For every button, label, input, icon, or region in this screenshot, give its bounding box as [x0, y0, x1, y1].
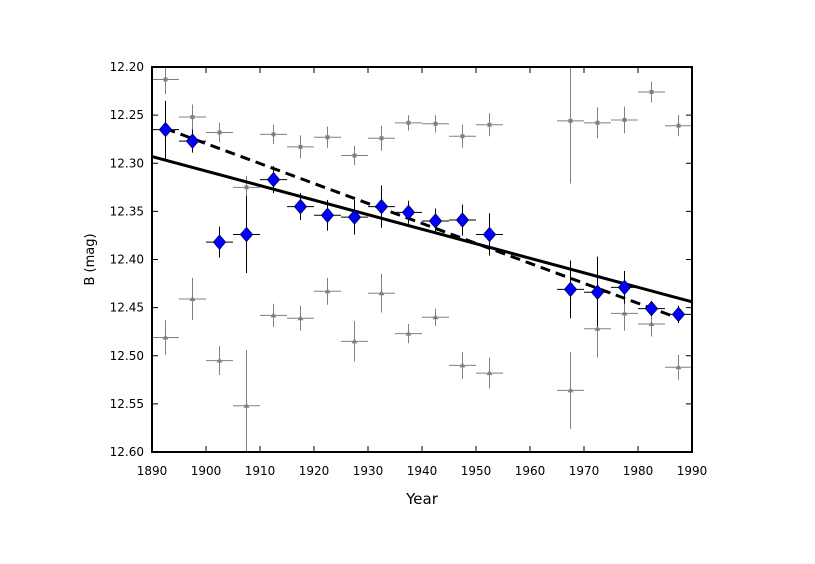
comparison-upper-point — [595, 120, 600, 125]
comparison-lower-point — [567, 387, 574, 393]
comparison-lower-point — [243, 402, 250, 408]
comparison-lower-point — [297, 315, 304, 321]
comparison-upper-point — [271, 132, 276, 137]
comparison-upper-point — [433, 121, 438, 126]
comparison-lower-point — [324, 288, 331, 294]
x-tick-label: 1910 — [245, 464, 276, 478]
comparison-lower-point — [648, 320, 655, 326]
target-star-point — [428, 213, 443, 229]
comparison-lower-point — [675, 364, 682, 370]
target-star-point — [563, 281, 578, 298]
x-tick-label: 1890 — [137, 464, 168, 478]
comparison-lower-point — [621, 310, 628, 316]
x-tick-label: 1930 — [353, 464, 384, 478]
comparison-lower-point — [594, 325, 601, 331]
comparison-upper-point — [352, 153, 357, 158]
plot-area-frame — [151, 66, 693, 453]
comparison-upper-point — [217, 130, 222, 135]
x-tick-label: 1990 — [677, 464, 708, 478]
x-tick-label: 1980 — [623, 464, 654, 478]
x-tick-label: 1920 — [299, 464, 330, 478]
comparison-upper-point — [649, 90, 654, 95]
target-star-point — [455, 212, 470, 228]
error-bars-layer — [152, 67, 692, 452]
comparison-upper-point — [298, 144, 303, 149]
y-tick-label: 12.20 — [110, 60, 144, 74]
comparison-lower-point — [486, 370, 493, 376]
comparison-upper-point — [487, 122, 492, 127]
comparison-lower-point — [378, 290, 385, 296]
y-tick-label: 12.25 — [110, 108, 144, 122]
target-star-point — [266, 171, 281, 188]
target-star-point — [293, 198, 308, 215]
y-tick-label: 12.55 — [110, 397, 144, 411]
y-axis-title: B (mag) — [83, 233, 98, 285]
comparison-upper-point — [379, 136, 384, 141]
target-star-point — [482, 226, 497, 243]
target-star-point — [401, 204, 416, 221]
target-star-point — [239, 226, 254, 243]
target-star-point — [590, 284, 605, 300]
comparison-lower-point — [216, 357, 223, 363]
comparison-lower-point — [459, 362, 466, 368]
y-tick-label: 12.35 — [110, 204, 144, 218]
comparison-lower-point — [270, 312, 277, 318]
comparison-upper-point — [190, 115, 195, 120]
target-star-point — [644, 300, 659, 317]
target-star-point — [158, 121, 173, 138]
comparison-upper-point — [622, 117, 627, 122]
fit-line-solid — [151, 155, 693, 304]
comparison-lower-point — [351, 338, 358, 344]
comparison-upper-point — [163, 77, 168, 82]
y-tick-label: 12.45 — [110, 301, 144, 315]
target-star-point — [671, 306, 686, 323]
markers-layer — [158, 77, 686, 408]
x-tick-label: 1970 — [569, 464, 600, 478]
comparison-lower-point — [405, 330, 412, 336]
x-tick-label: 1960 — [515, 464, 546, 478]
comparison-upper-point — [568, 118, 573, 123]
target-star-point — [320, 207, 335, 223]
target-star-point — [212, 234, 227, 250]
y-tick-label: 12.30 — [110, 156, 144, 170]
axis-ticks-layer: 1890 1900 1910 1920 1930 1940 1950 1960 1970 1980… — [110, 60, 708, 478]
comparison-upper-point — [460, 134, 465, 139]
fit-lines-layer — [151, 127, 693, 320]
x-tick-label: 1900 — [191, 464, 222, 478]
target-star-point — [617, 279, 632, 296]
comparison-lower-point — [189, 295, 196, 301]
comparison-upper-point — [676, 123, 681, 128]
comparison-upper-point — [325, 135, 330, 140]
target-star-point — [185, 133, 200, 149]
y-tick-label: 12.60 — [110, 445, 144, 459]
x-tick-label: 1940 — [407, 464, 438, 478]
comparison-lower-point — [432, 314, 439, 320]
comparison-lower-point — [162, 334, 169, 340]
target-star-point — [374, 198, 389, 215]
x-axis-title: Year — [405, 490, 439, 508]
comparison-upper-point — [406, 120, 411, 125]
fit-line-dashed — [164, 127, 680, 320]
target-star-point — [347, 209, 362, 225]
y-tick-label: 12.50 — [110, 349, 144, 363]
y-tick-label: 12.40 — [110, 253, 144, 267]
x-tick-label: 1950 — [461, 464, 492, 478]
comparison-upper-point — [244, 185, 249, 190]
